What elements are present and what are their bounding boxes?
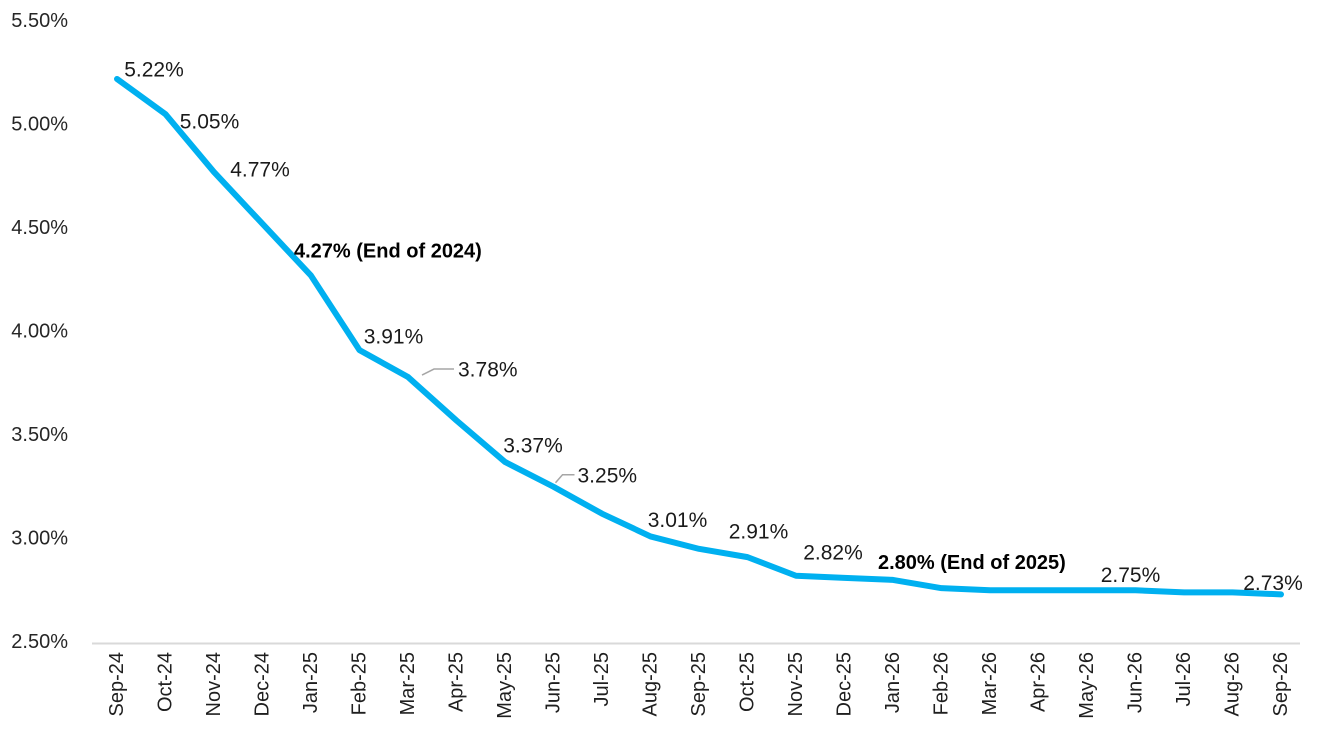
x-axis-tick-label: Nov-24	[203, 652, 225, 716]
data-label-leader-line	[421, 368, 454, 376]
y-axis-tick-label: 5.00%	[11, 114, 68, 136]
y-axis-tick-label: 4.00%	[11, 321, 68, 343]
data-label: 5.22%	[124, 58, 184, 81]
x-axis-tick-label: Sep-26	[1270, 652, 1292, 717]
data-label: 5.05%	[180, 111, 240, 134]
data-label-leader-line	[554, 474, 575, 484]
x-axis-tick-label: Dec-24	[252, 652, 274, 716]
x-axis-tick-label: Dec-25	[834, 652, 856, 716]
x-axis-tick-label: Jun-25	[543, 652, 565, 713]
y-axis-tick-label: 2.50%	[11, 631, 68, 653]
x-axis-tick-label: Apr-26	[1028, 652, 1050, 712]
data-label-bold: 2.80% (End of 2025)	[878, 552, 1066, 574]
data-label: 3.91%	[364, 326, 424, 349]
y-axis-tick-label: 5.50%	[11, 10, 68, 32]
x-axis-tick-label: Sep-24	[106, 652, 128, 717]
x-axis-tick-label: Apr-25	[446, 652, 468, 712]
x-axis-tick-label: Sep-25	[688, 652, 710, 717]
x-axis-tick-label: May-26	[1076, 652, 1098, 719]
x-axis-tick-label: Nov-25	[785, 652, 807, 716]
data-label: 3.25%	[578, 464, 638, 487]
x-axis-tick-label: Feb-25	[349, 652, 371, 715]
x-axis-tick-label: Oct-24	[155, 652, 177, 712]
data-label: 4.77%	[230, 159, 290, 182]
x-axis-tick-label: Jan-25	[300, 652, 322, 713]
data-label: 2.73%	[1243, 572, 1303, 595]
data-label: 2.91%	[729, 521, 789, 544]
forecast-series-line	[114, 75, 1284, 598]
data-label: 3.37%	[503, 434, 563, 457]
data-label: 2.82%	[803, 541, 863, 564]
x-axis-tick-label: Oct-25	[737, 652, 759, 712]
y-axis-tick-label: 4.50%	[11, 217, 68, 239]
x-axis-tick-label: Jan-26	[882, 652, 904, 713]
data-label: 2.75%	[1101, 564, 1161, 587]
x-axis-tick-label: May-25	[494, 652, 516, 719]
x-axis-tick-label: Jun-26	[1125, 652, 1147, 713]
x-axis-tick-label: Mar-26	[979, 652, 1001, 715]
x-axis-tick-label: Feb-26	[931, 652, 953, 715]
x-axis-tick-label: Mar-25	[397, 652, 419, 715]
x-axis-tick-label: Jul-25	[591, 652, 613, 706]
x-axis-tick-label: Jul-26	[1173, 652, 1195, 706]
data-label-bold: 4.27% (End of 2024)	[294, 241, 482, 263]
x-axis-tick-label: Aug-25	[640, 652, 662, 717]
data-label: 3.01%	[648, 509, 708, 532]
y-axis-tick-label: 3.00%	[11, 528, 68, 550]
x-axis-tick-label: Aug-26	[1222, 652, 1244, 717]
y-axis-tick-label: 3.50%	[11, 424, 68, 446]
data-label: 3.78%	[458, 359, 518, 382]
